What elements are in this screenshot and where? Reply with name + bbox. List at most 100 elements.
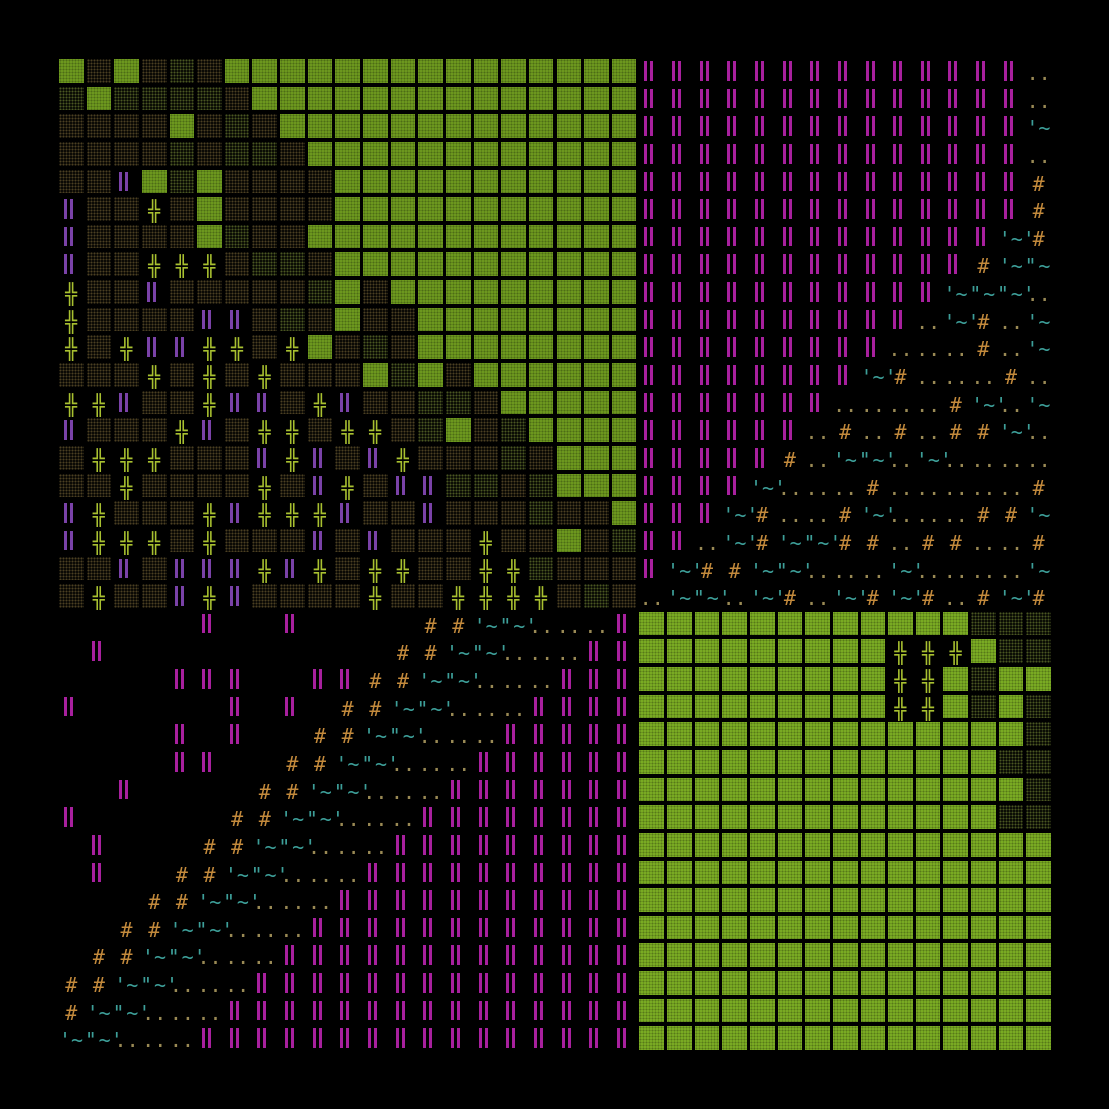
magenta-bar-glyph [943, 142, 968, 166]
cross-glyph: ╬ [308, 501, 333, 525]
green-block [971, 971, 996, 995]
stipple-block [280, 142, 305, 166]
green-block [861, 612, 886, 636]
stipple-block [446, 474, 471, 498]
magenta-bar-glyph [529, 778, 554, 802]
green-block [363, 87, 388, 111]
stipple-block [142, 114, 167, 138]
green-block [722, 695, 747, 719]
magenta-bar-glyph [612, 861, 637, 885]
magenta-bar-glyph [252, 999, 277, 1023]
magenta-bar-glyph [778, 418, 803, 442]
purple-bar-glyph [308, 474, 333, 498]
dots-glyph: .. [170, 1026, 195, 1050]
magenta-bar-glyph [639, 335, 664, 359]
wave-glyph: '~' [999, 280, 1024, 304]
magenta-bar-glyph [418, 805, 443, 829]
dots-glyph: .. [916, 391, 941, 415]
purple-bar-glyph [197, 308, 222, 332]
magenta-bar-glyph [584, 778, 609, 802]
magenta-bar-glyph [280, 943, 305, 967]
green-block [805, 805, 830, 829]
purple-bar-glyph [59, 225, 84, 249]
stipple-block [363, 474, 388, 498]
green-block [391, 142, 416, 166]
green-block [805, 999, 830, 1023]
dots-glyph: .. [722, 584, 747, 608]
green-block [667, 639, 692, 663]
stipple-block [114, 197, 139, 221]
green-block [778, 722, 803, 746]
magenta-bar-glyph [639, 225, 664, 249]
green-block [1026, 861, 1051, 885]
stipple-block [170, 87, 195, 111]
magenta-bar-glyph [639, 170, 664, 194]
magenta-bar-glyph [170, 750, 195, 774]
cross-glyph: ╬ [87, 391, 112, 415]
magenta-bar-glyph [695, 474, 720, 498]
green-block [501, 391, 526, 415]
green-block [612, 335, 637, 359]
magenta-bar-glyph [225, 667, 250, 691]
stipple-block [114, 308, 139, 332]
green-block [363, 363, 388, 387]
dots-glyph: .. [474, 722, 499, 746]
magenta-bar-glyph [418, 861, 443, 885]
stipple-block [363, 501, 388, 525]
wave-glyph: '~' [916, 446, 941, 470]
cross-glyph: ╬ [142, 252, 167, 276]
green-block [418, 170, 443, 194]
stipple-block [170, 280, 195, 304]
dots-glyph: .. [142, 1026, 167, 1050]
magenta-bar-glyph [446, 1026, 471, 1050]
stipple-block [142, 308, 167, 332]
green-block [943, 1026, 968, 1050]
magenta-bar-glyph [335, 1026, 360, 1050]
green-block [584, 335, 609, 359]
magenta-bar-glyph [418, 888, 443, 912]
green-block [916, 971, 941, 995]
green-block [529, 391, 554, 415]
magenta-bar-glyph [916, 114, 941, 138]
magenta-bar-glyph [805, 225, 830, 249]
wave-glyph: '~' [280, 805, 305, 829]
green-block [943, 612, 968, 636]
dots-glyph: .. [335, 833, 360, 857]
magenta-bar-glyph [999, 59, 1024, 83]
magenta-bar-glyph [833, 308, 858, 332]
magenta-bar-glyph [501, 943, 526, 967]
magenta-bar-glyph [639, 557, 664, 581]
green-block [584, 225, 609, 249]
cross-glyph: ╬ [197, 529, 222, 553]
green-block [308, 142, 333, 166]
green-block [888, 861, 913, 885]
stipple-block [1026, 778, 1051, 802]
magenta-bar-glyph [722, 363, 747, 387]
magenta-bar-glyph [861, 335, 886, 359]
magenta-bar-glyph [833, 335, 858, 359]
purple-bar-glyph [225, 501, 250, 525]
stipple-block [170, 308, 195, 332]
magenta-bar-glyph [750, 363, 775, 387]
stipple-block [501, 418, 526, 442]
green-block [308, 59, 333, 83]
hash-glyph: # [971, 308, 996, 332]
magenta-bar-glyph [916, 252, 941, 276]
magenta-bar-glyph [833, 225, 858, 249]
magenta-bar-glyph [667, 335, 692, 359]
hash-glyph: # [971, 501, 996, 525]
cross-glyph: ╬ [59, 335, 84, 359]
magenta-bar-glyph [667, 252, 692, 276]
magenta-bar-glyph [888, 308, 913, 332]
wave-glyph: '~' [861, 363, 886, 387]
stipple-block [87, 252, 112, 276]
cross-glyph: ╬ [888, 667, 913, 691]
green-block [584, 252, 609, 276]
cross-glyph: ╬ [114, 474, 139, 498]
stipple-block [1026, 750, 1051, 774]
magenta-bar-glyph [750, 446, 775, 470]
green-block [943, 778, 968, 802]
cross-glyph: ╬ [197, 391, 222, 415]
stipple-block [280, 170, 305, 194]
wave-glyph: '~' [778, 529, 803, 553]
